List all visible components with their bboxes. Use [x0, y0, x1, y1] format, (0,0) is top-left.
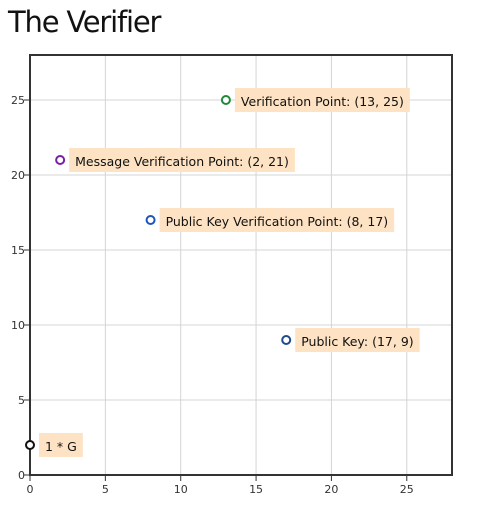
grid: [30, 55, 452, 475]
data-point: [281, 335, 292, 345]
x-tick-label: 25: [400, 483, 414, 496]
y-tick-label: 25: [11, 94, 25, 107]
point-label-background: [39, 433, 83, 457]
y-tick-label: 5: [18, 394, 25, 407]
x-tick-label: 20: [324, 483, 338, 496]
tick-labels: 0 5 10 15 20 25 0 5 10 15 20 25: [11, 94, 414, 496]
page-title: The Verifier: [8, 5, 161, 39]
point-label-text: 1 * G: [45, 439, 77, 454]
point-labels: 1 * G Message Verification Point: (2, 21)…: [39, 88, 420, 457]
point-label-text: Public Key: (17, 9): [301, 334, 413, 349]
x-tick-label: 5: [102, 483, 109, 496]
data-point: [25, 440, 35, 450]
point-label-background: [69, 148, 295, 172]
point-label-background: [234, 88, 410, 112]
plot-frame: [29, 54, 453, 476]
y-tick-label: 0: [18, 469, 25, 482]
point-label-background: [159, 208, 395, 232]
y-tick-label: 10: [11, 319, 25, 332]
point-label: Public Key: (17, 9): [295, 328, 420, 352]
data-point: [55, 155, 66, 165]
point-label-text: Verification Point: (13, 25): [241, 94, 404, 109]
data-point: [145, 215, 156, 225]
data-points: [25, 95, 292, 450]
x-tick-label: 0: [27, 483, 34, 496]
point-label: 1 * G: [39, 433, 83, 457]
point-label: Message Verification Point: (2, 21): [69, 148, 295, 172]
y-tick-label: 20: [11, 169, 25, 182]
point-label: Verification Point: (13, 25): [234, 88, 410, 112]
point-label-text: Public Key Verification Point: (8, 17): [166, 214, 389, 229]
x-tick-label: 10: [174, 483, 188, 496]
data-point: [220, 95, 231, 105]
point-label-text: Message Verification Point: (2, 21): [75, 154, 289, 169]
y-tick-label: 15: [11, 244, 25, 257]
point-label: Public Key Verification Point: (8, 17): [159, 208, 395, 232]
point-label-background: [295, 328, 420, 352]
x-tick-label: 15: [249, 483, 263, 496]
